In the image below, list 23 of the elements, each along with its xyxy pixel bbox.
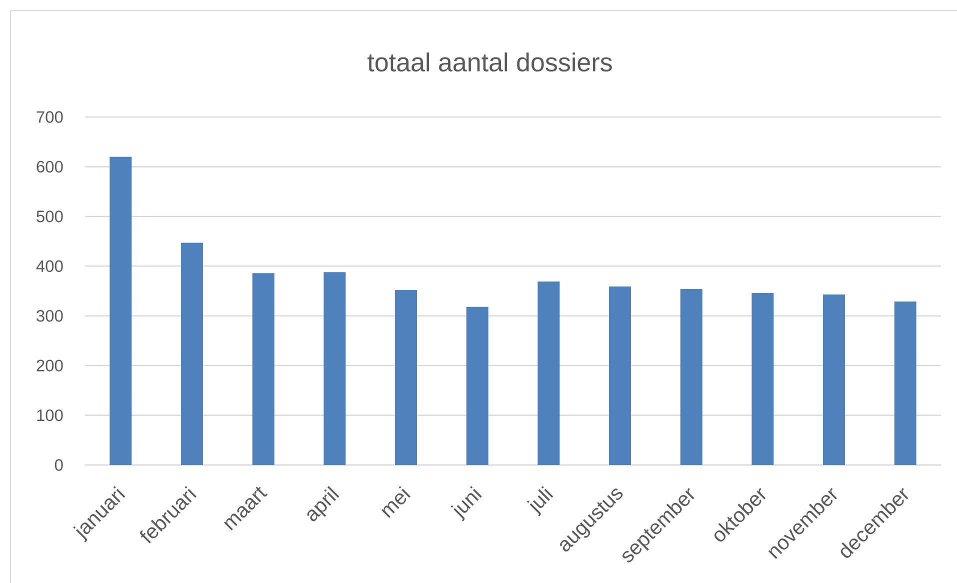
bar bbox=[609, 286, 632, 465]
chart-title: totaal aantal dossiers bbox=[368, 52, 612, 72]
bar bbox=[395, 290, 418, 465]
bar bbox=[252, 273, 274, 465]
bar bbox=[680, 289, 702, 465]
y-tick-label: 0 bbox=[54, 459, 63, 471]
y-tick-label: 600 bbox=[36, 160, 63, 173]
y-tick-label: 400 bbox=[36, 260, 63, 272]
bar bbox=[181, 242, 203, 465]
y-tick-label: 700 bbox=[36, 111, 63, 123]
bar bbox=[110, 156, 132, 465]
bar bbox=[823, 294, 846, 465]
x-tick-label: juli bbox=[526, 486, 554, 517]
bar bbox=[466, 306, 488, 465]
bar bbox=[538, 282, 560, 465]
x-tick-label: mei bbox=[381, 486, 411, 518]
y-tick-label: 200 bbox=[36, 360, 63, 372]
y-tick-label: 100 bbox=[37, 409, 63, 422]
bar bbox=[324, 272, 346, 465]
y-tick-label: 500 bbox=[36, 210, 63, 222]
bar bbox=[894, 301, 916, 465]
bar bbox=[752, 292, 774, 465]
y-tick-label: 300 bbox=[36, 310, 63, 322]
